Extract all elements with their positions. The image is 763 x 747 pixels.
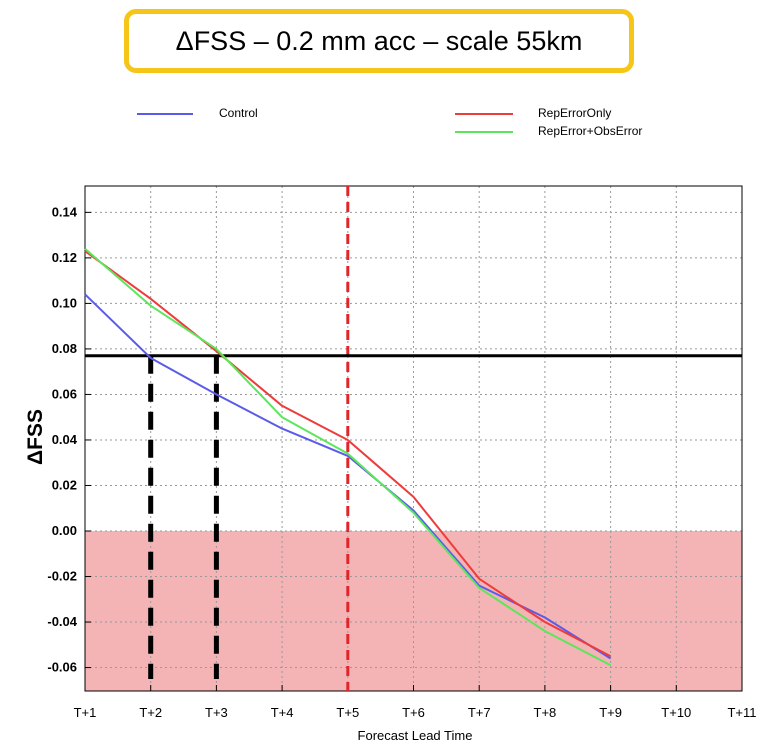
- x-tick-label: T+7: [468, 705, 491, 720]
- x-tick-label: T+6: [402, 705, 425, 720]
- x-tick-label: T+10: [661, 705, 691, 720]
- x-tick-label: T+9: [599, 705, 622, 720]
- y-tick-label: 0.08: [52, 341, 77, 356]
- x-tick-label: T+11: [727, 705, 756, 720]
- y-tick-label: 0.10: [52, 295, 77, 310]
- y-axis-label: ΔFSS: [24, 409, 47, 465]
- x-tick-label: T+3: [205, 705, 228, 720]
- legend-label-reperroronly: RepErrorOnly: [538, 106, 611, 120]
- y-tick-label: -0.04: [47, 614, 77, 629]
- y-tick-label: 0.12: [52, 250, 77, 265]
- legend-label-control: Control: [219, 106, 258, 120]
- y-tick-label: 0.06: [52, 386, 77, 401]
- x-tick-label: T+4: [271, 705, 294, 720]
- y-tick-label: 0.00: [52, 523, 77, 538]
- y-tick-label: -0.02: [47, 569, 77, 584]
- y-tick-label: 0.14: [52, 204, 78, 219]
- legend-label-reperror-obserror: RepError+ObsError: [538, 124, 642, 138]
- y-tick-label: 0.04: [52, 432, 78, 447]
- legend: Control RepErrorOnly RepError+ObsError: [137, 106, 642, 138]
- chart-title-box: ΔFSS – 0.2 mm acc – scale 55km: [124, 9, 634, 73]
- y-tick-label: 0.02: [52, 477, 77, 492]
- chart-title: ΔFSS – 0.2 mm acc – scale 55km: [175, 25, 583, 56]
- x-tick-label: T+2: [139, 705, 162, 720]
- x-axis-label: Forecast Lead Time: [358, 728, 473, 743]
- x-tick-label: T+8: [534, 705, 557, 720]
- y-tick-label: -0.06: [47, 660, 77, 675]
- plot-frame: [84, 185, 743, 692]
- plot-area: 0.14 0.12 0.10 0.08 0.06 0.04 0.02 0.00 -0.02 -0.…: [47, 185, 757, 720]
- series-line-reperror-obserror: [84, 248, 612, 667]
- series-line-reperroronly: [84, 250, 612, 658]
- x-tick-label: T+1: [74, 705, 97, 720]
- x-tick-label: T+5: [336, 705, 359, 720]
